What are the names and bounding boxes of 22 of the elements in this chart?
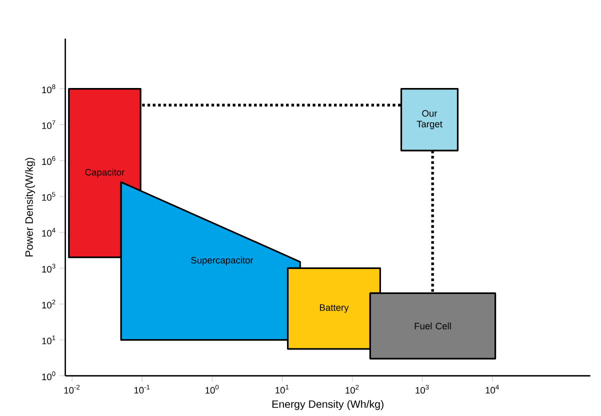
y-tick-label: 10$^{1}$ [42,336,56,344]
y-tick-label: 10$^{7}$ [42,120,56,130]
series-label: Our Target [416,110,442,130]
x-tick-label: 10$^{2}$ [346,384,359,394]
y-tick-label: 10$^{5}$ [42,192,56,201]
x-tick-label: 10$^{1}$ [276,384,289,394]
x-tick-label: 10$^{3}$ [416,384,429,394]
x-tick-label: 10$^{4}$ [486,384,499,394]
x-tick-label: 10$^{-1}$ [134,384,150,394]
x-tick-label: 10$^{0}$ [206,384,219,394]
x-tick-label: 10$^{-2}$ [64,384,80,394]
x-axis-title: Energy Density (Wh/kg) [272,400,384,410]
y-tick-label: 10$^{2}$ [42,300,56,309]
y-tick-label: 10$^{3}$ [42,264,56,273]
series-label: Supercapacitor [191,256,254,266]
y-tick-label: 10$^{0}$ [42,372,56,380]
y-tick-label: 10$^{6}$ [42,156,56,166]
series-label: Battery [320,304,349,313]
y-tick-label: 10$^{8}$ [42,84,56,94]
series-label: Fuel Cell [414,322,451,330]
y-tick-label: 10$^{4}$ [42,228,56,237]
y-axis-title: Power Density(W/kg) [25,158,36,257]
